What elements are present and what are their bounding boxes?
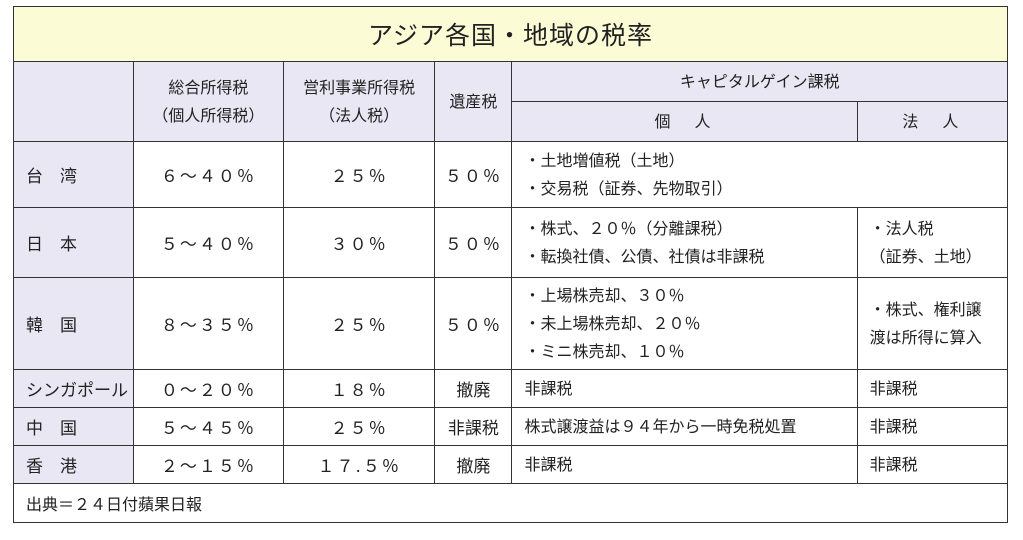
header-corp-tax: 営利事業所得税 （法人税） xyxy=(283,61,436,142)
table-row: 日 本 ５～４０％ ３０％ ５０％ ・株式、２０％（分離課税） ・転換社債、公債… xyxy=(13,207,1009,278)
income-tax-cell: ０～２０％ xyxy=(132,369,285,408)
cg-individual-cell: 非課税 xyxy=(511,445,858,484)
region-cell: 香 港 xyxy=(13,445,134,484)
estate-tax-cell: 撤廃 xyxy=(434,445,513,484)
table-row: 中 国 ５～４５％ ２５％ 非課税 株式譲渡益は９４年から一時免税処置 非課税 xyxy=(13,407,1009,446)
table-row: 韓 国 ８～３５％ ２５％ ５０％ ・上場株売却、３０％ ・未上場株売却、２０％… xyxy=(13,277,1009,370)
cg-corporate-cell: 非課税 xyxy=(856,445,1009,484)
header-corner xyxy=(13,61,134,142)
estate-tax-cell: ５０％ xyxy=(434,277,513,370)
corp-tax-cell: ３０％ xyxy=(283,207,436,278)
header-cg-corporate: 法 人 xyxy=(856,101,1009,142)
corp-tax-cell: ２５％ xyxy=(283,141,436,208)
corp-tax-cell: １８％ xyxy=(283,369,436,408)
cg-individual-cell: 株式譲渡益は９４年から一時免税処置 xyxy=(511,407,858,446)
cg-corporate-cell: 非課税 xyxy=(856,407,1009,446)
header-estate-tax: 遺産税 xyxy=(434,61,513,142)
header-capital-gains: キャピタルゲイン課税 xyxy=(511,61,1008,102)
region-cell: 台 湾 xyxy=(13,141,134,208)
income-tax-cell: ６～４０％ xyxy=(132,141,285,208)
tax-rate-table: アジア各国・地域の税率 総合所得税 （個人所得税） 営利事業所得税 （法人税） … xyxy=(13,6,1009,523)
estate-tax-cell: ５０％ xyxy=(434,207,513,278)
table-title: アジア各国・地域の税率 xyxy=(13,6,1008,62)
cg-individual-cell: ・株式、２０％（分離課税） ・転換社債、公債、社債は非課税 xyxy=(511,207,858,278)
table-row: 香 港 ２～１５％ １７.５％ 撤廃 非課税 非課税 xyxy=(13,445,1009,484)
region-cell: 韓 国 xyxy=(13,277,134,370)
cg-corporate-cell: ・株式、権利譲 渡は所得に算入 xyxy=(856,277,1009,370)
cg-individual-cell: ・土地増値税（土地） ・交易税（証券、先物取引） xyxy=(511,141,1008,208)
income-tax-cell: ８～３５％ xyxy=(132,277,285,370)
estate-tax-cell: 撤廃 xyxy=(434,369,513,408)
table-row: シンガポール ０～２０％ １８％ 撤廃 非課税 非課税 xyxy=(13,369,1009,408)
estate-tax-cell: 非課税 xyxy=(434,407,513,446)
cg-individual-cell: ・上場株売却、３０％ ・未上場株売却、２０％ ・ミニ株売却、１０％ xyxy=(511,277,858,370)
header-cg-individual: 個 人 xyxy=(511,101,858,142)
corp-tax-cell: ２５％ xyxy=(283,277,436,370)
cg-corporate-cell: 非課税 xyxy=(856,369,1009,408)
region-cell: シンガポール xyxy=(13,369,134,408)
income-tax-cell: ５～４０％ xyxy=(132,207,285,278)
table-row: 台 湾 ６～４０％ ２５％ ５０％ ・土地増値税（土地） ・交易税（証券、先物取… xyxy=(13,141,1008,208)
income-tax-cell: ２～１５％ xyxy=(132,445,285,484)
region-cell: 中 国 xyxy=(13,407,134,446)
cg-individual-cell: 非課税 xyxy=(511,369,858,408)
income-tax-cell: ５～４５％ xyxy=(132,407,285,446)
estate-tax-cell: ５０％ xyxy=(434,141,513,208)
corp-tax-cell: １７.５％ xyxy=(283,445,436,484)
corp-tax-cell: ２５％ xyxy=(283,407,436,446)
header-income-tax: 総合所得税 （個人所得税） xyxy=(132,61,285,142)
region-cell: 日 本 xyxy=(13,207,134,278)
source-note: 出典＝２４日付蘋果日報 xyxy=(13,483,1008,523)
cg-corporate-cell: ・法人税 （証券、土地） xyxy=(856,207,1009,278)
